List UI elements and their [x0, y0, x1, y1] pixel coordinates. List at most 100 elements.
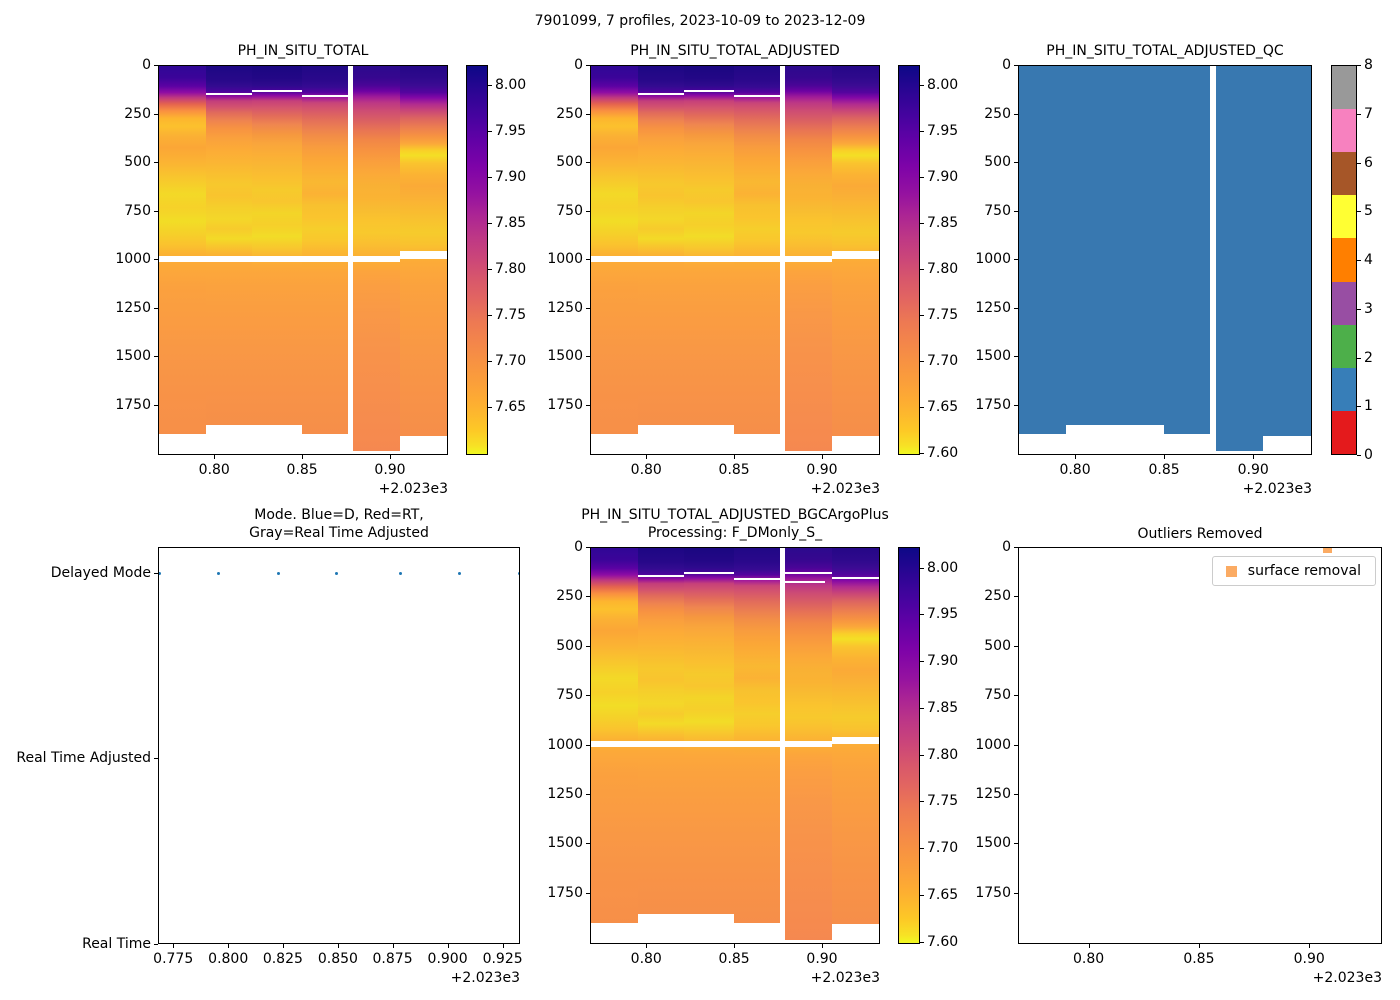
- data-gap-white: [205, 425, 253, 454]
- y-tick-label: 1250: [115, 299, 151, 316]
- data-gap-white: [785, 572, 832, 575]
- x-axis-offset-label: +2.023e3: [450, 970, 520, 986]
- x-tick-label: 0.90: [1237, 462, 1269, 478]
- legend-surface-removal: surface removal: [1211, 556, 1376, 586]
- y-tick-mark: [154, 210, 158, 212]
- y-tick-label: Delayed Mode: [50, 564, 151, 581]
- y-tick-label: 1000: [547, 251, 583, 268]
- colorbar-tick-mark: [920, 177, 924, 179]
- data-gap-white: [302, 95, 348, 98]
- x-tick-label: 0.80: [630, 951, 662, 967]
- x-tick-mark: [1075, 455, 1077, 459]
- y-tick-mark: [154, 162, 158, 164]
- colorbar-tick-label: 7.65: [495, 399, 527, 416]
- colorbar-tick-label: 7.85: [495, 214, 527, 231]
- colorbar-tick-mark: [1357, 162, 1361, 164]
- colorbar-tick-mark: [920, 361, 924, 362]
- colorbar-segment: [1332, 324, 1356, 369]
- colorbar-tick-mark: [488, 222, 492, 224]
- y-tick-label: 1000: [975, 736, 1011, 753]
- colorbar-tick-mark: [1357, 65, 1361, 66]
- mode-delayed-dot: [216, 572, 220, 576]
- y-tick-mark: [586, 259, 590, 261]
- bgc-colorbar: [898, 547, 920, 944]
- y-tick-label: 1500: [547, 348, 583, 365]
- colorbar-segment: [1332, 238, 1356, 283]
- y-tick-mark: [154, 356, 158, 358]
- data-gap-white: [1215, 451, 1264, 454]
- y-tick-label: 1000: [975, 251, 1011, 268]
- y-tick-label: 1000: [547, 736, 583, 753]
- ph-adjusted-colorbar: [898, 65, 920, 455]
- colorbar-tick-label: 7: [1364, 105, 1373, 122]
- y-tick-mark: [1014, 210, 1018, 212]
- colorbar-segment: [1332, 410, 1356, 454]
- x-tick-label: 0.90: [806, 462, 838, 478]
- data-gap-white: [831, 251, 879, 259]
- y-tick-label: 250: [984, 105, 1011, 122]
- x-tick-label: 0.850: [317, 951, 358, 967]
- data-gap-white: [252, 425, 303, 454]
- surface-removal-marker-icon: [1225, 565, 1237, 577]
- colorbar-tick-mark: [1357, 357, 1361, 359]
- y-tick-label: 500: [556, 154, 583, 171]
- colorbar-segment: [1332, 152, 1356, 197]
- colorbar-tick-mark: [920, 222, 924, 224]
- mode-delayed-dot: [276, 572, 280, 576]
- y-tick-mark: [154, 113, 158, 115]
- y-tick-label: Real Time: [82, 936, 151, 952]
- data-gap-white: [591, 434, 638, 454]
- y-tick-mark: [586, 793, 590, 795]
- x-tick-mark: [390, 455, 391, 459]
- y-tick-mark: [1014, 356, 1018, 358]
- data-gap-white: [785, 581, 826, 584]
- y-tick-mark: [586, 356, 590, 358]
- colorbar-tick-label: 7.90: [495, 169, 527, 186]
- colorbar-tick-label: 7.60: [927, 445, 959, 462]
- x-tick-mark: [1198, 944, 1200, 948]
- y-tick-mark: [154, 404, 158, 406]
- x-tick-mark: [1088, 944, 1090, 948]
- mode-delayed-dot: [399, 572, 403, 576]
- data-gap-white: [1164, 434, 1211, 454]
- colorbar-tick-label: 5: [1364, 203, 1373, 220]
- data-gap-white: [399, 435, 447, 454]
- colorbar-tick-label: 8.00: [495, 77, 527, 94]
- x-tick-mark: [734, 944, 736, 948]
- y-tick-mark: [1014, 259, 1018, 261]
- data-gap-white: [831, 924, 879, 943]
- x-tick-label: 0.900: [427, 951, 468, 967]
- y-tick-label: 1000: [115, 251, 151, 268]
- y-tick-mark: [154, 758, 158, 760]
- colorbar-tick-mark: [920, 942, 924, 943]
- y-tick-label: Real Time Adjusted: [16, 750, 151, 767]
- y-tick-mark: [1014, 695, 1018, 697]
- colorbar-tick-label: 7.90: [927, 653, 959, 670]
- data-gap-white: [1019, 434, 1067, 454]
- y-tick-label: 1500: [547, 835, 583, 852]
- data-gap-white: [779, 66, 786, 454]
- colorbar-tick-mark: [920, 614, 924, 616]
- data-gap-white: [637, 575, 685, 578]
- ph-total-colorbar: [466, 65, 488, 455]
- y-tick-mark: [1014, 113, 1018, 115]
- data-gap-white: [637, 425, 685, 454]
- colorbar-tick-label: 7.75: [927, 793, 959, 810]
- x-tick-mark: [822, 944, 823, 948]
- y-tick-mark: [586, 307, 590, 309]
- colorbar-tick-mark: [1357, 211, 1361, 213]
- colorbar-tick-mark: [920, 407, 924, 409]
- data-gap-white: [591, 741, 832, 748]
- colorbar-tick-label: 0: [1364, 447, 1373, 463]
- colorbar-tick-mark: [920, 754, 924, 756]
- data-gap-white: [684, 425, 735, 454]
- colorbar-tick-mark: [920, 661, 924, 663]
- y-tick-mark: [154, 65, 158, 66]
- colorbar-segment: [1332, 66, 1356, 111]
- y-tick-label: 0: [1002, 539, 1011, 555]
- qc-heatmap: [1018, 65, 1312, 455]
- title-ph-total: PH_IN_SITU_TOTAL: [237, 43, 369, 59]
- x-tick-mark: [173, 944, 175, 948]
- mode-delayed-dot: [517, 572, 519, 576]
